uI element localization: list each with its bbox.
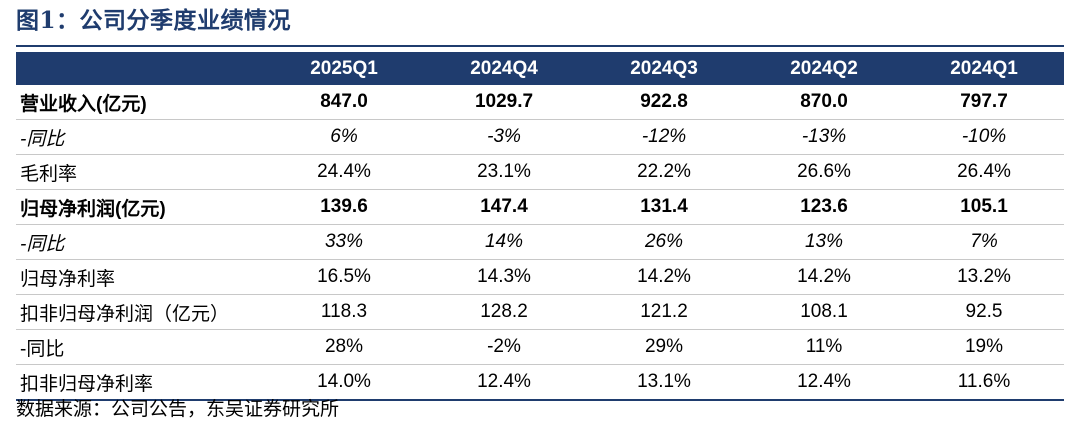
table-cell: 29% xyxy=(584,329,744,365)
table-cell: 13.1% xyxy=(584,364,744,401)
table-cell: 131.4 xyxy=(584,189,744,225)
table-cell: 92.5 xyxy=(904,294,1064,330)
title-divider xyxy=(16,45,1064,47)
table-cell: 6% xyxy=(264,119,424,155)
table-cell: 14% xyxy=(424,224,584,260)
row-label: -同比 xyxy=(16,119,264,155)
header-period: 2024Q1 xyxy=(904,52,1064,85)
table-row: -同比 28% -2% 29% 11% 19% xyxy=(16,329,1064,365)
table-cell: -13% xyxy=(744,119,904,155)
table-cell: 108.1 xyxy=(744,294,904,330)
table-cell: 11.6% xyxy=(904,364,1064,401)
table-cell: 147.4 xyxy=(424,189,584,225)
row-label: 营业收入(亿元) xyxy=(16,85,264,120)
table-cell: 19% xyxy=(904,329,1064,365)
header-label-cell xyxy=(16,52,264,85)
table-header-row: 2025Q1 2024Q4 2024Q3 2024Q2 2024Q1 xyxy=(16,52,1064,85)
row-label: -同比 xyxy=(16,329,264,365)
table-cell: 123.6 xyxy=(744,189,904,225)
header-period: 2024Q4 xyxy=(424,52,584,85)
header-period: 2025Q1 xyxy=(264,52,424,85)
row-label: 扣非归母净利率 xyxy=(16,364,264,401)
table-row: -同比 33% 14% 26% 13% 7% xyxy=(16,224,1064,260)
row-label: 归母净利润(亿元) xyxy=(16,189,264,225)
table-cell: 23.1% xyxy=(424,154,584,190)
source-note: 数据来源：公司公告，东吴证券研究所 xyxy=(16,398,340,420)
row-label: 扣非归母净利润（亿元） xyxy=(16,294,264,330)
table-cell: 118.3 xyxy=(264,294,424,330)
table-row: 归母净利润(亿元) 139.6 147.4 131.4 123.6 105.1 xyxy=(16,189,1064,225)
table-row: -同比 6% -3% -12% -13% -10% xyxy=(16,119,1064,155)
table-row: 扣非归母净利率 14.0% 12.4% 13.1% 12.4% 11.6% xyxy=(16,364,1064,401)
table-row: 营业收入(亿元) 847.0 1029.7 922.8 870.0 797.7 xyxy=(16,85,1064,120)
table-body: 营业收入(亿元) 847.0 1029.7 922.8 870.0 797.7 -同比 6% -… xyxy=(16,85,1064,401)
table-cell: 121.2 xyxy=(584,294,744,330)
table-cell: 26% xyxy=(584,224,744,260)
table-cell: 13.2% xyxy=(904,259,1064,295)
table-cell: 33% xyxy=(264,224,424,260)
row-label: 归母净利率 xyxy=(16,259,264,295)
header-period: 2024Q2 xyxy=(744,52,904,85)
table-cell: 24.4% xyxy=(264,154,424,190)
table-cell: 1029.7 xyxy=(424,85,584,120)
table-row: 扣非归母净利润（亿元） 118.3 128.2 121.2 108.1 92.5 xyxy=(16,294,1064,330)
figure-title: 图1：公司分季度业绩情况 xyxy=(16,7,292,34)
table-row: 毛利率 24.4% 23.1% 22.2% 26.6% 26.4% xyxy=(16,154,1064,190)
table-cell: 922.8 xyxy=(584,85,744,120)
table-cell: 870.0 xyxy=(744,85,904,120)
table-cell: 105.1 xyxy=(904,189,1064,225)
table-cell: 128.2 xyxy=(424,294,584,330)
table-cell: 14.3% xyxy=(424,259,584,295)
table-cell: -12% xyxy=(584,119,744,155)
table-cell: 13% xyxy=(744,224,904,260)
table-cell: 12.4% xyxy=(744,364,904,401)
table-cell: -2% xyxy=(424,329,584,365)
row-label: 毛利率 xyxy=(16,154,264,190)
table-cell: 14.0% xyxy=(264,364,424,401)
table-cell: 14.2% xyxy=(744,259,904,295)
table-cell: 7% xyxy=(904,224,1064,260)
table-cell: 797.7 xyxy=(904,85,1064,120)
table-cell: -3% xyxy=(424,119,584,155)
header-period: 2024Q3 xyxy=(584,52,744,85)
quarterly-performance-table: 2025Q1 2024Q4 2024Q3 2024Q2 2024Q1 营业收入(… xyxy=(16,52,1064,401)
table-cell: -10% xyxy=(904,119,1064,155)
table-cell: 11% xyxy=(744,329,904,365)
table-cell: 12.4% xyxy=(424,364,584,401)
table-cell: 847.0 xyxy=(264,85,424,120)
table-cell: 26.4% xyxy=(904,154,1064,190)
table-cell: 22.2% xyxy=(584,154,744,190)
table-cell: 14.2% xyxy=(584,259,744,295)
table-cell: 16.5% xyxy=(264,259,424,295)
table-cell: 139.6 xyxy=(264,189,424,225)
row-label: -同比 xyxy=(16,224,264,260)
table-cell: 26.6% xyxy=(744,154,904,190)
table-cell: 28% xyxy=(264,329,424,365)
table-row: 归母净利率 16.5% 14.3% 14.2% 14.2% 13.2% xyxy=(16,259,1064,295)
